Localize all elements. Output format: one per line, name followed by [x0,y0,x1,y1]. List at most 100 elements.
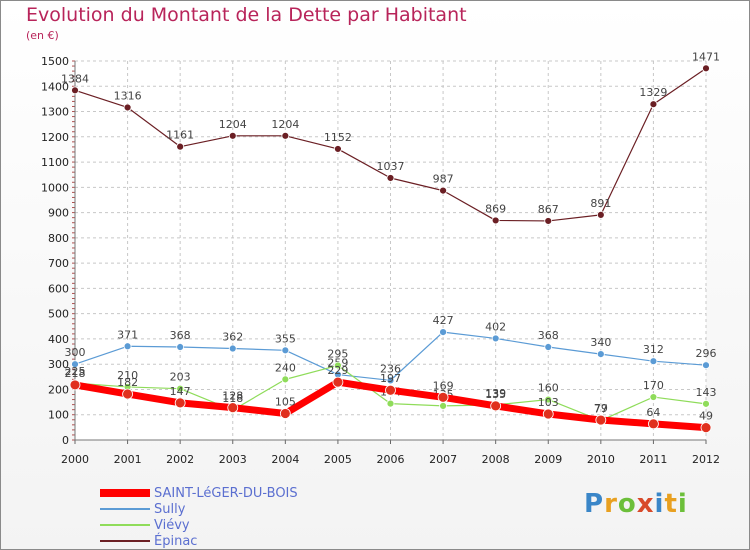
data-point--pinac [439,186,447,195]
y-tick-label: 1500 [41,55,69,68]
x-tick-label: 2010 [587,453,615,466]
data-point-sully [386,376,395,385]
logo-letter: i [677,489,688,519]
data-point--pinac [702,64,710,73]
legend-item-saint-l-ger-du-bois: SAINT-LéGER-DU-BOIS [100,485,298,501]
data-point--pinac [649,100,658,109]
y-tick-label: 900 [48,207,69,220]
data-point-saint-l-ger-du-bois [69,379,81,391]
legend-item--pinac: Épinac [100,533,298,549]
data-label-sully: 340 [590,336,611,349]
y-tick-label: 200 [48,383,69,396]
data-point-saint-l-ger-du-bois [122,388,133,400]
data-label-vi-vy: 77 [594,403,608,416]
data-point-saint-l-ger-du-bois [279,408,291,419]
data-point-vi-vy [544,395,553,404]
data-label-vi-vy: 225 [65,365,86,378]
data-label-sully: 355 [275,332,296,345]
data-label--pinac: 1152 [324,131,352,144]
data-label-vi-vy: 118 [222,392,243,405]
y-tick-label: 1300 [41,106,69,119]
x-tick-label: 2009 [534,453,562,466]
data-point-vi-vy [386,399,395,408]
data-label--pinac: 1471 [692,50,720,63]
y-tick-label: 1000 [41,181,69,194]
legend-swatch [100,540,150,542]
data-label-saint-l-ger-du-bois: 105 [275,395,296,408]
x-tick-label: 2003 [219,453,247,466]
data-point-saint-l-ger-du-bois [542,408,554,420]
data-point-sully [71,360,79,369]
x-tick-label: 2008 [482,453,510,466]
data-label-saint-l-ger-du-bois: 49 [699,410,713,423]
data-label--pinac: 869 [485,202,506,215]
y-tick-label: 1200 [41,131,69,144]
x-tick-label: 2002 [166,453,194,466]
data-label-sully: 368 [170,329,191,342]
data-point-sully [176,343,185,351]
logo-letter: P [584,489,605,519]
legend-item-sully: Sully [100,501,298,517]
legend: SAINT-LéGER-DU-BOIS Sully Viévy Épinac [100,485,298,549]
y-tick-label: 100 [48,409,69,422]
logo-letter: o [617,489,637,519]
logo-letter: t [664,489,678,519]
data-label-saint-l-ger-du-bois: 182 [117,376,138,389]
x-tick-label: 2001 [114,453,142,466]
data-point--pinac [176,142,185,151]
data-label-saint-l-ger-du-bois: 197 [380,372,401,385]
x-tick-label: 2007 [429,453,457,466]
x-tick-label: 2004 [271,453,299,466]
data-point--pinac [334,145,342,153]
data-label-sully: 402 [485,320,506,333]
data-point-vi-vy [281,375,290,384]
data-point-saint-l-ger-du-bois [648,418,659,430]
data-label-sully: 300 [65,346,86,359]
data-label-sully: 362 [222,331,243,344]
data-label-sully: 296 [696,347,717,360]
data-label--pinac: 1329 [639,86,667,99]
y-tick-label: 1400 [41,80,69,93]
data-point-vi-vy [702,399,710,408]
data-label-saint-l-ger-du-bois: 218 [65,367,86,380]
data-label-saint-l-ger-du-bois: 169 [433,379,454,392]
data-label-saint-l-ger-du-bois: 229 [327,364,348,377]
data-label-sully: 427 [433,314,454,327]
data-point-sully [596,350,605,358]
data-point--pinac [491,216,500,225]
data-point--pinac [71,86,79,95]
data-point-sully [228,344,237,353]
data-label--pinac: 891 [590,197,611,210]
data-label-vi-vy: 143 [696,386,717,399]
data-label-saint-l-ger-du-bois: 79 [594,402,608,415]
data-point-vi-vy [649,393,658,401]
legend-item-vi-vy: Viévy [100,517,298,533]
data-label--pinac: 1037 [377,160,405,173]
legend-label: Épinac [154,533,198,549]
data-point--pinac [281,131,290,140]
data-point-sully [544,343,553,351]
legend-label: SAINT-LéGER-DU-BOIS [154,485,298,501]
data-point--pinac [123,103,132,112]
data-label-saint-l-ger-du-bois: 103 [538,396,559,409]
logo-letter: r [604,489,618,519]
data-label-sully: 312 [643,343,664,356]
y-tick-label: 500 [48,308,69,321]
proxiti-logo: Proxiti [584,489,688,519]
data-point-sully [123,342,132,351]
y-tick-label: 600 [48,282,69,295]
data-point-saint-l-ger-du-bois [227,402,239,414]
data-point-saint-l-ger-du-bois [595,414,607,426]
legend-swatch [100,524,150,526]
chart-title: Evolution du Montant de la Dette par Hab… [26,4,467,26]
chart-unit: (en €) [26,29,59,42]
legend-swatch [100,489,150,497]
y-tick-label: 1100 [41,156,69,169]
x-tick-label: 2011 [639,453,667,466]
data-label-vi-vy: 295 [327,347,348,360]
legend-swatch [100,508,150,510]
data-label--pinac: 1204 [219,118,247,131]
data-label--pinac: 867 [538,203,559,216]
data-label-saint-l-ger-du-bois: 135 [485,388,506,401]
y-tick-label: 400 [48,333,69,346]
